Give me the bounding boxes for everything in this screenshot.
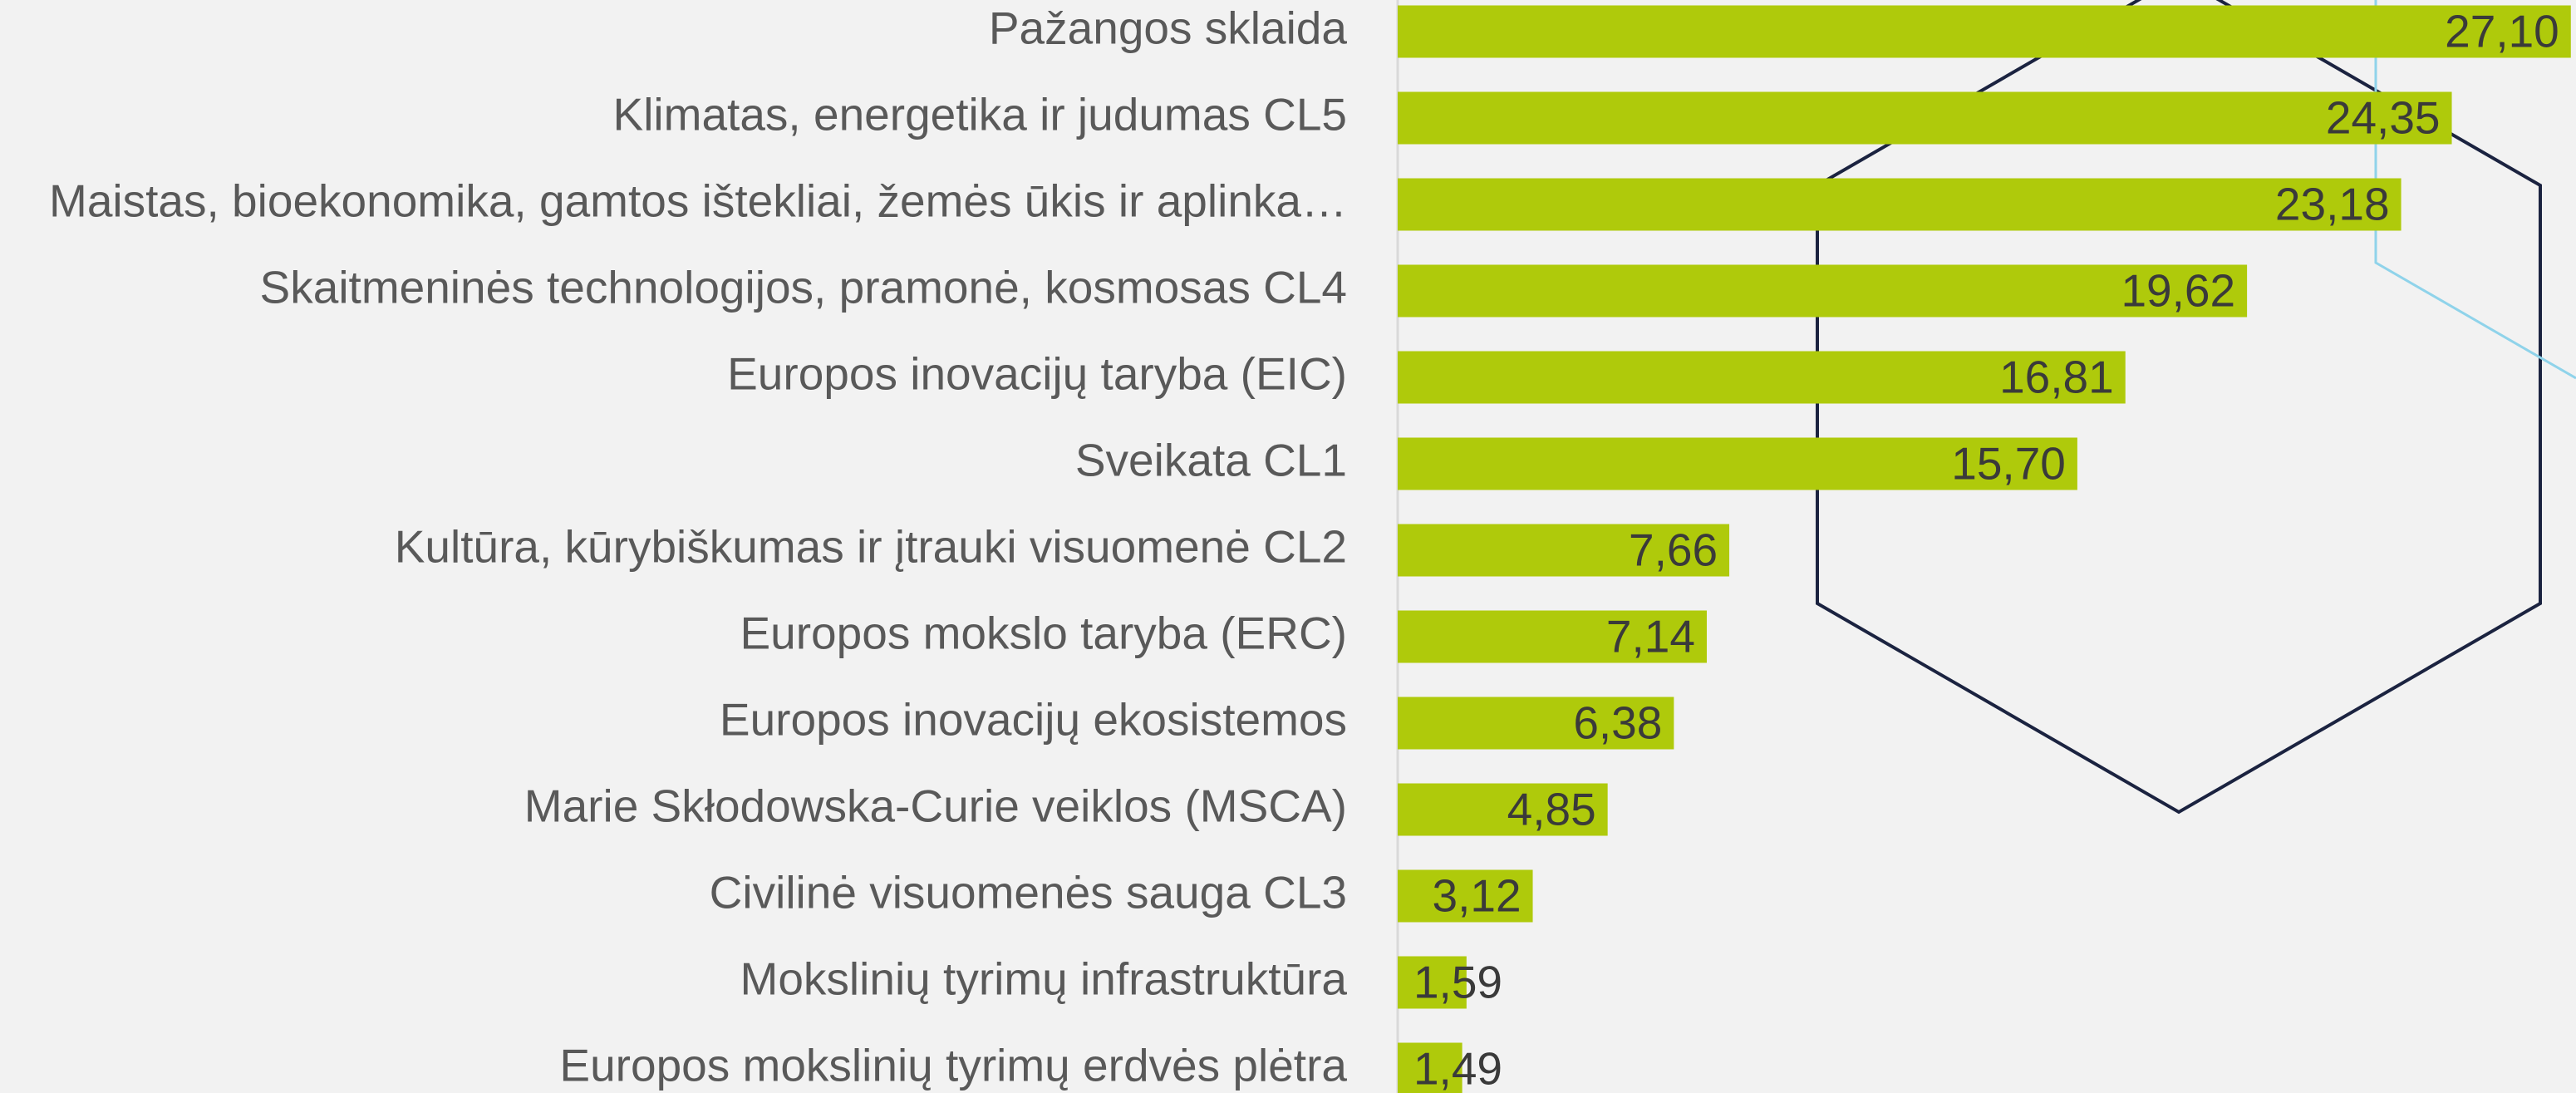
category-label: Maistas, bioekonomika, gamtos ištekliai,…	[49, 175, 1347, 227]
bar	[1398, 437, 2077, 490]
bar	[1398, 91, 2452, 145]
category-label: Kultūra, kūrybiškumas ir įtrauki visuome…	[395, 521, 1347, 573]
bar	[1398, 956, 1467, 1009]
line-decoration	[2374, 0, 2576, 380]
value-label: 7,14	[1606, 611, 1695, 662]
category-label: Europos inovacijų taryba (EIC)	[727, 348, 1347, 400]
category-label: Marie Skłodowska-Curie veiklos (MSCA)	[524, 780, 1347, 832]
value-label: 4,85	[1507, 784, 1596, 835]
bar	[1398, 697, 1674, 750]
bar	[1398, 5, 2571, 58]
bar	[1398, 351, 2126, 404]
value-label: 19,62	[2121, 265, 2235, 317]
value-label: 7,66	[1629, 524, 1718, 576]
category-label: Skaitmeninės technologijos, pramonė, kos…	[260, 262, 1347, 313]
bar	[1398, 178, 2401, 231]
category-label: Civilinė visuomenės sauga CL3	[710, 867, 1347, 918]
category-label: Mokslinių tyrimų infrastruktūra	[740, 953, 1348, 1005]
category-label: Europos mokslinių tyrimų erdvės plėtra	[559, 1040, 1347, 1091]
value-label: 1,59	[1413, 957, 1502, 1008]
value-label: 15,70	[1951, 438, 2066, 490]
bar	[1398, 524, 1730, 577]
value-label: 16,81	[1999, 352, 2114, 403]
value-label: 27,10	[2445, 6, 2559, 57]
category-label: Klimatas, energetika ir judumas CL5	[613, 89, 1347, 140]
value-label: 1,49	[1413, 1043, 1502, 1093]
value-label: 3,12	[1432, 870, 1521, 922]
bar	[1398, 783, 1608, 836]
value-label: 6,38	[1573, 697, 1662, 749]
category-label: Pažangos sklaida	[989, 2, 1348, 54]
value-label: 24,35	[2326, 92, 2441, 144]
category-label: Europos inovacijų ekosistemos	[720, 694, 1347, 746]
value-label: 23,18	[2275, 179, 2390, 230]
category-label: Sveikata CL1	[1075, 435, 1347, 486]
bar	[1398, 610, 1707, 663]
bar	[1398, 264, 2248, 318]
bar	[1398, 869, 1533, 923]
bar	[1398, 1042, 1463, 1093]
category-label: Europos mokslo taryba (ERC)	[740, 608, 1347, 659]
